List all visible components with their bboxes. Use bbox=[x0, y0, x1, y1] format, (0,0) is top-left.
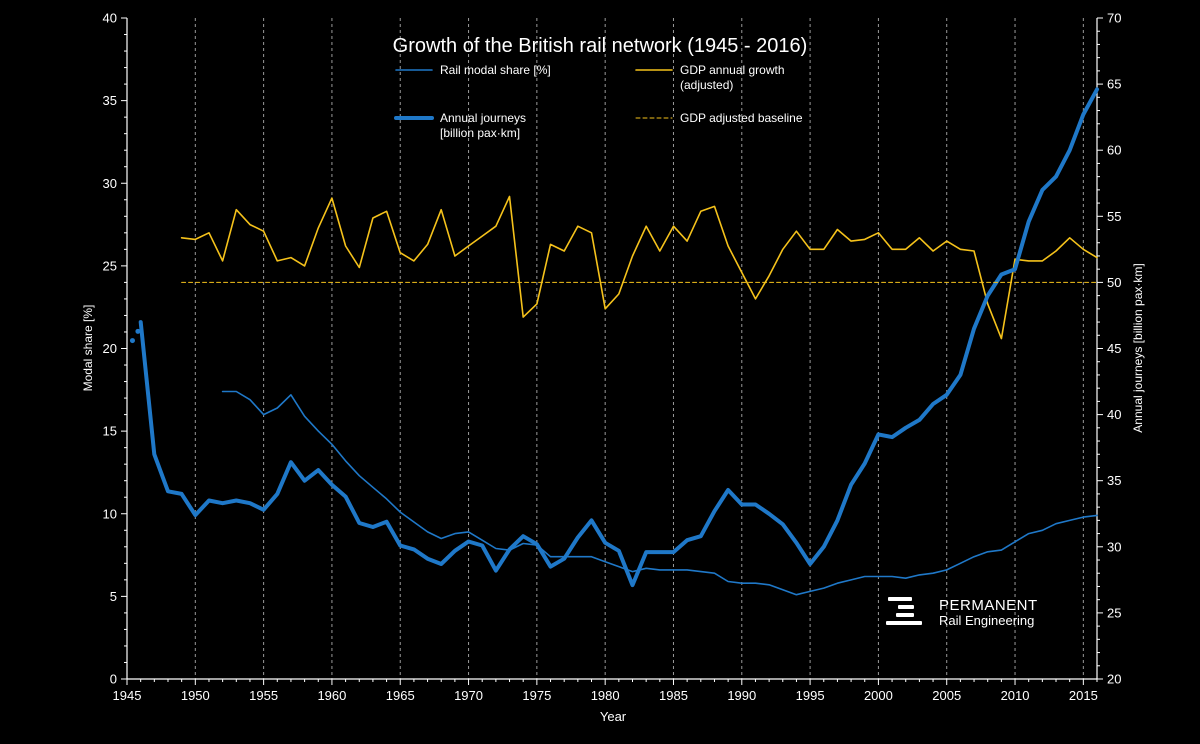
y-right-tick-label-60: 60 bbox=[1107, 143, 1121, 158]
axes: 1945 1950 1955 1960 1965 1970 1975 1980 1985 1990… bbox=[103, 11, 1122, 704]
x-tick-label-1975: 1975 bbox=[522, 688, 551, 703]
legend-entry-4: GDP adjusted baseline bbox=[635, 111, 803, 125]
legend-entry-1: Rail modal share [%] bbox=[395, 63, 551, 77]
x-tick-label-2010: 2010 bbox=[1001, 688, 1030, 703]
y-right-tick-label-25: 25 bbox=[1107, 605, 1121, 620]
gdp-annual-growth-line bbox=[180, 195, 1098, 340]
y-right-tick-label-45: 45 bbox=[1107, 341, 1121, 356]
legend-label-1-line-1: Rail modal share [%] bbox=[440, 63, 551, 77]
y-left-tick-label-20: 20 bbox=[103, 341, 117, 356]
chart-title: Growth of the British rail network (1945… bbox=[393, 35, 808, 57]
y-axis-label-left: Modal share [%] bbox=[81, 305, 95, 392]
x-tick-label-2005: 2005 bbox=[932, 688, 961, 703]
y-right-tick-label-20: 20 bbox=[1107, 672, 1121, 687]
y-right-tick-label-55: 55 bbox=[1107, 209, 1121, 224]
legend-label-2-line-2: (adjusted) bbox=[680, 78, 733, 92]
legend-label-3-line-1: Annual journeys bbox=[440, 111, 526, 125]
x-tick-label-1985: 1985 bbox=[659, 688, 688, 703]
x-tick-label-1950: 1950 bbox=[181, 688, 210, 703]
vertical-gridlines bbox=[194, 18, 1084, 679]
y-left-tick-label-10: 10 bbox=[103, 506, 117, 521]
x-tick-label-1945: 1945 bbox=[113, 688, 142, 703]
y-left-tick-label-30: 30 bbox=[103, 176, 117, 191]
logo-mark-icon bbox=[886, 597, 922, 625]
x-tick-label-1990: 1990 bbox=[727, 688, 756, 703]
y-right-tick-label-65: 65 bbox=[1107, 77, 1121, 92]
permanent-rail-engineering-logo: PERMANENT Rail Engineering bbox=[886, 597, 1038, 628]
y-axis-label-right: Annual journeys [billion pax·km] bbox=[1131, 263, 1145, 432]
annual-journeys-line bbox=[138, 87, 1099, 588]
x-tick-label-1980: 1980 bbox=[591, 688, 620, 703]
legend: Rail modal share [%] GDP annual growth(ad… bbox=[394, 63, 803, 140]
y-left-tick-label-5: 5 bbox=[110, 589, 117, 604]
y-right-tick-label-35: 35 bbox=[1107, 473, 1121, 488]
x-axis-label: Year bbox=[600, 709, 627, 724]
legend-label-2-line-1: GDP annual growth bbox=[680, 63, 785, 77]
y-left-tick-label-25: 25 bbox=[103, 258, 117, 273]
y-left-tick-label-15: 15 bbox=[103, 424, 117, 439]
logo-text-line2: Rail Engineering bbox=[939, 613, 1034, 628]
y-left-tick-label-0: 0 bbox=[110, 672, 117, 687]
legend-entry-2: GDP annual growth(adjusted) bbox=[635, 63, 785, 92]
x-tick-label-2015: 2015 bbox=[1069, 688, 1098, 703]
y-right-tick-label-40: 40 bbox=[1107, 407, 1121, 422]
legend-label-3-line-2: [billion pax·km] bbox=[440, 126, 520, 140]
x-tick-label-1965: 1965 bbox=[386, 688, 415, 703]
x-tick-label-2000: 2000 bbox=[864, 688, 893, 703]
x-tick-label-1960: 1960 bbox=[317, 688, 346, 703]
y-left-tick-label-40: 40 bbox=[103, 11, 117, 26]
y-right-tick-label-30: 30 bbox=[1107, 539, 1121, 554]
legend-entry-3: Annual journeys[billion pax·km] bbox=[394, 111, 526, 140]
series-3-point-0 bbox=[129, 338, 135, 344]
series bbox=[129, 87, 1099, 596]
y-right-tick-label-50: 50 bbox=[1107, 275, 1121, 290]
rail-modal-share-line bbox=[221, 390, 1098, 596]
legend-label-4-line-1: GDP adjusted baseline bbox=[680, 111, 803, 125]
x-tick-label-1970: 1970 bbox=[454, 688, 483, 703]
series-3-point-1 bbox=[135, 328, 141, 334]
x-tick-label-1995: 1995 bbox=[796, 688, 825, 703]
y-right-tick-label-70: 70 bbox=[1107, 11, 1121, 26]
y-left-tick-label-35: 35 bbox=[103, 93, 117, 108]
logo-text-line1: PERMANENT bbox=[939, 597, 1038, 614]
x-tick-label-1955: 1955 bbox=[249, 688, 278, 703]
